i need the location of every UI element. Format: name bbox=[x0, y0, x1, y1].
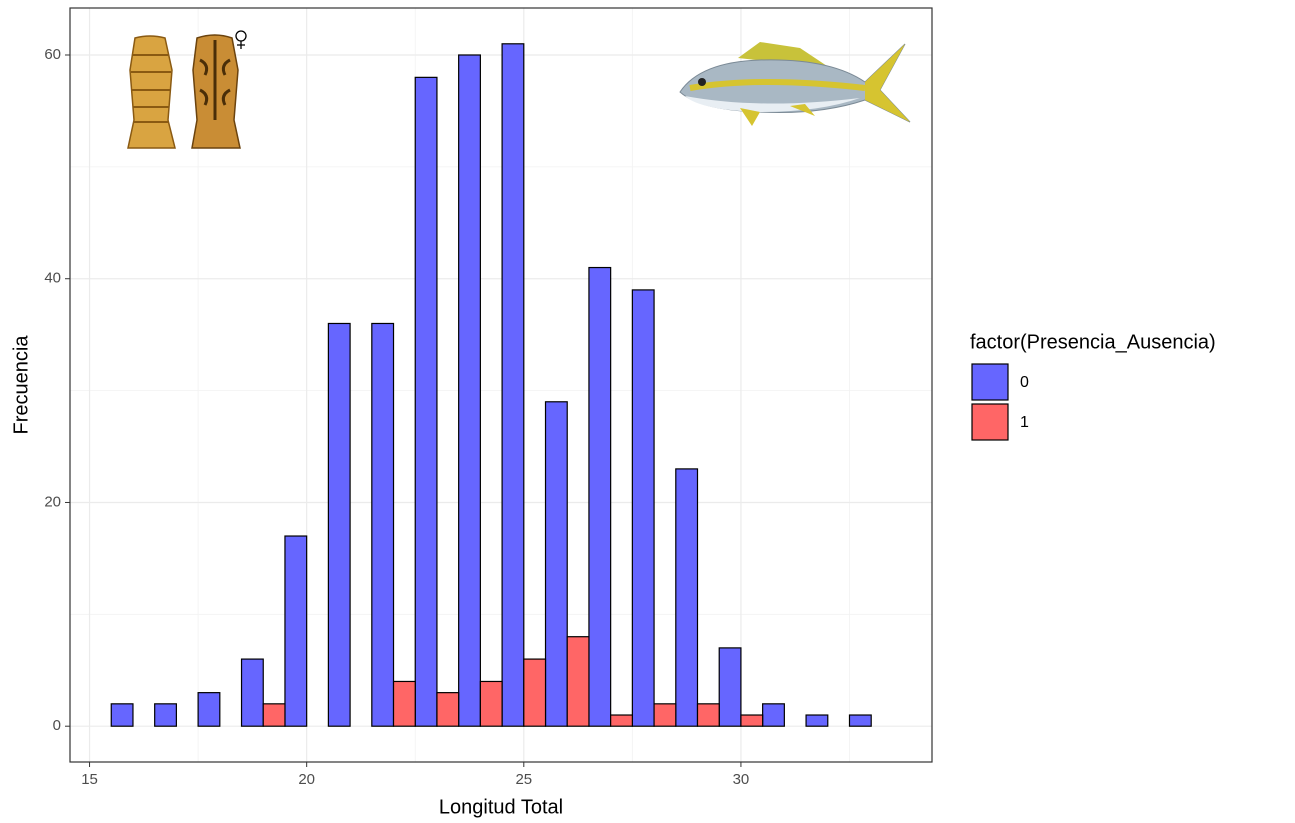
bar bbox=[849, 715, 871, 726]
bar bbox=[546, 402, 568, 726]
bar bbox=[589, 268, 611, 727]
bar bbox=[654, 704, 676, 726]
legend-key bbox=[972, 404, 1008, 440]
bar bbox=[111, 704, 133, 726]
bar bbox=[263, 704, 285, 726]
bar bbox=[741, 715, 763, 726]
legend-key bbox=[972, 364, 1008, 400]
x-tick-label: 15 bbox=[81, 771, 98, 788]
bar bbox=[328, 323, 350, 726]
bar bbox=[155, 704, 177, 726]
bar bbox=[480, 681, 502, 726]
y-tick-label: 20 bbox=[44, 493, 61, 510]
bar bbox=[372, 323, 394, 726]
x-tick-label: 25 bbox=[515, 771, 532, 788]
bar bbox=[285, 536, 307, 726]
y-tick-label: 60 bbox=[44, 46, 61, 63]
bar bbox=[242, 659, 264, 726]
chart: Longitud Total Frecuencia factor(Presenc… bbox=[0, 0, 1295, 823]
x-tick-label: 20 bbox=[298, 771, 315, 788]
bar bbox=[567, 637, 589, 726]
legend-label: 0 bbox=[1020, 374, 1029, 391]
x-axis-title: Longitud Total bbox=[439, 796, 563, 818]
y-tick-label: 0 bbox=[53, 717, 61, 734]
bar bbox=[611, 715, 633, 726]
bar bbox=[719, 648, 741, 726]
bar bbox=[676, 469, 698, 726]
x-tick-label: 30 bbox=[733, 771, 750, 788]
bar bbox=[806, 715, 828, 726]
bar bbox=[198, 693, 220, 727]
bar bbox=[632, 290, 654, 726]
bar bbox=[415, 77, 437, 726]
bar bbox=[437, 693, 459, 727]
y-axis-title: Frecuencia bbox=[10, 335, 32, 435]
bar bbox=[698, 704, 720, 726]
legend-label: 1 bbox=[1020, 414, 1029, 431]
legend-title: factor(Presencia_Ausencia) bbox=[970, 331, 1216, 353]
bar bbox=[502, 44, 524, 726]
bar bbox=[394, 681, 416, 726]
bar bbox=[763, 704, 785, 726]
bar bbox=[459, 55, 481, 726]
bar bbox=[524, 659, 546, 726]
y-tick-label: 40 bbox=[44, 270, 61, 287]
